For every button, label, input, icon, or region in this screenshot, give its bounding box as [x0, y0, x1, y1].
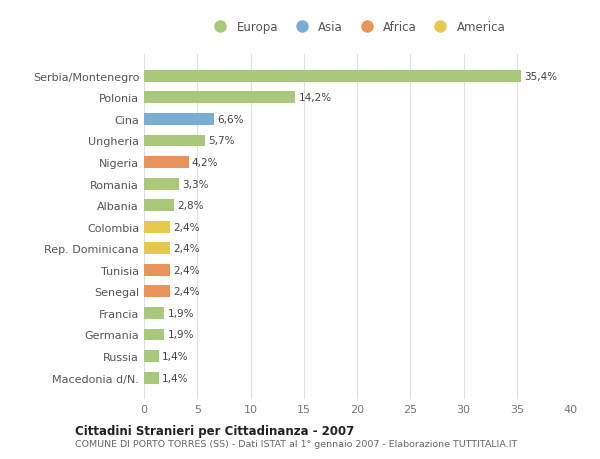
Text: 35,4%: 35,4%	[524, 72, 557, 82]
Text: 2,4%: 2,4%	[173, 222, 199, 232]
Text: 2,4%: 2,4%	[173, 244, 199, 254]
Text: 1,9%: 1,9%	[167, 308, 194, 318]
Bar	[144, 92, 295, 104]
Text: 1,9%: 1,9%	[167, 330, 194, 340]
Text: Cittadini Stranieri per Cittadinanza - 2007: Cittadini Stranieri per Cittadinanza - 2…	[75, 424, 354, 437]
Bar	[144, 372, 159, 384]
Bar	[144, 114, 214, 126]
Text: 2,4%: 2,4%	[173, 287, 199, 297]
Text: 4,2%: 4,2%	[192, 158, 218, 168]
Bar	[144, 350, 159, 362]
Bar	[144, 221, 170, 233]
Bar	[144, 286, 170, 297]
Text: 3,3%: 3,3%	[182, 179, 209, 189]
Legend: Europa, Asia, Africa, America: Europa, Asia, Africa, America	[203, 16, 511, 39]
Bar	[144, 243, 170, 255]
Text: 1,4%: 1,4%	[162, 351, 188, 361]
Bar	[144, 157, 189, 168]
Bar	[144, 71, 521, 83]
Text: 6,6%: 6,6%	[217, 115, 244, 125]
Bar	[144, 200, 174, 212]
Bar	[144, 264, 170, 276]
Text: 1,4%: 1,4%	[162, 373, 188, 383]
Bar	[144, 135, 205, 147]
Bar	[144, 178, 179, 190]
Text: 14,2%: 14,2%	[298, 93, 332, 103]
Bar	[144, 329, 164, 341]
Text: COMUNE DI PORTO TORRES (SS) - Dati ISTAT al 1° gennaio 2007 - Elaborazione TUTTI: COMUNE DI PORTO TORRES (SS) - Dati ISTAT…	[75, 439, 517, 448]
Text: 5,7%: 5,7%	[208, 136, 235, 146]
Text: 2,4%: 2,4%	[173, 265, 199, 275]
Bar	[144, 308, 164, 319]
Text: 2,8%: 2,8%	[177, 201, 203, 211]
